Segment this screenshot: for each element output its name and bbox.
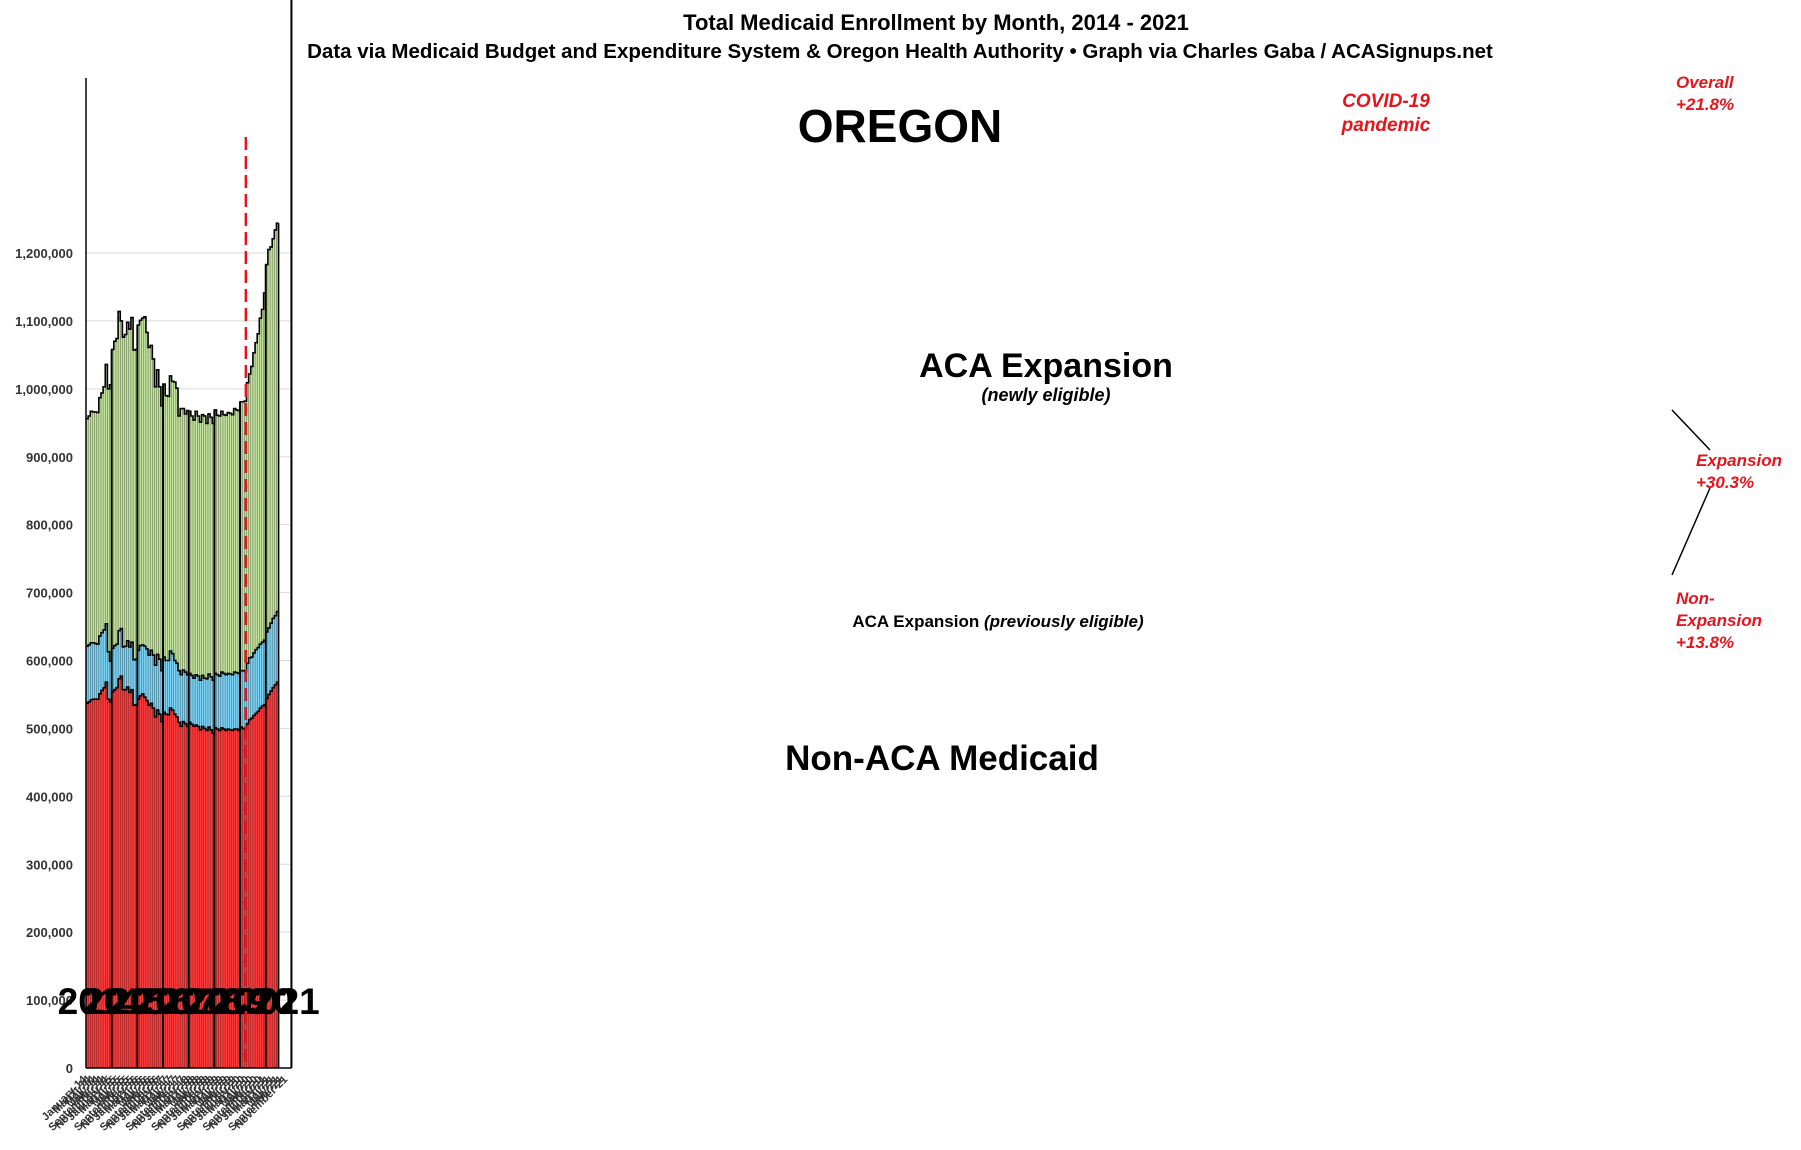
year-label-2021: 2021 bbox=[237, 981, 319, 1022]
label-newly-eligible-sub: (newly eligible) bbox=[981, 385, 1110, 405]
year-label-2017: 2017 bbox=[135, 981, 217, 1022]
year-divider-lines bbox=[110, 264, 267, 1068]
month-dividers bbox=[85, 222, 280, 1068]
year-label-2016: 2016 bbox=[109, 981, 191, 1022]
chart-title: Total Medicaid Enrollment by Month, 2014… bbox=[683, 10, 1189, 35]
label-non-aca: Non-ACA Medicaid bbox=[785, 739, 1099, 778]
y-tick-label-2: 200,000 bbox=[26, 925, 73, 940]
label-previously-eligible-prefix: ACA Expansion bbox=[852, 612, 979, 631]
covid-label-line1: COVID-19 bbox=[1342, 91, 1430, 112]
boundary-non-aca bbox=[86, 675, 279, 734]
y-tick-label-0: 0 bbox=[66, 1061, 73, 1076]
axes bbox=[85, 0, 293, 1069]
annotation-nonexp-line2: Expansion bbox=[1676, 611, 1762, 630]
state-label: OREGON bbox=[798, 100, 1002, 152]
y-tick-label-7: 700,000 bbox=[26, 586, 73, 601]
annotation-overall-line1: Overall bbox=[1676, 73, 1735, 92]
y-tick-label-12: 1,200,000 bbox=[15, 246, 73, 261]
expansion-bracket bbox=[1671, 409, 1711, 576]
x-tick-labels: January-14March-14May-14July-14September… bbox=[40, 1073, 291, 1134]
chart-subtitle: Data via Medicaid Budget and Expenditure… bbox=[307, 40, 1493, 63]
annotation-nonexp-line3: +13.8% bbox=[1676, 633, 1734, 652]
year-label-2014: 2014 bbox=[58, 981, 141, 1022]
annotation-nonexp-line1: Non- bbox=[1676, 589, 1715, 608]
y-tick-label-5: 500,000 bbox=[26, 721, 73, 736]
y-tick-label-8: 800,000 bbox=[26, 518, 73, 533]
annotation-overall-line2: +21.8% bbox=[1676, 95, 1734, 114]
y-tick-label-6: 600,000 bbox=[26, 654, 73, 669]
y-tick-label-11: 1,100,000 bbox=[15, 314, 73, 329]
annotation-expansion-line2: +30.3% bbox=[1696, 473, 1754, 492]
year-label-2018: 2018 bbox=[160, 981, 242, 1022]
y-tick-label-3: 300,000 bbox=[26, 857, 73, 872]
label-newly-eligible: ACA Expansion bbox=[919, 347, 1173, 385]
annotation-expansion-line1: Expansion bbox=[1696, 451, 1782, 470]
label-previously-eligible: ACA Expansion (previously eligible) bbox=[852, 612, 1144, 631]
covid-label-line2: pandemic bbox=[1341, 115, 1431, 136]
y-tick-labels: 0 100,000 200,000 300,000 400,000 500,000 600,… bbox=[15, 246, 73, 1076]
y-tick-label-4: 400,000 bbox=[26, 789, 73, 804]
y-tick-label-9: 900,000 bbox=[26, 450, 73, 465]
y-tick-label-10: 1,000,000 bbox=[15, 382, 73, 397]
year-label-2015: 2015 bbox=[83, 981, 165, 1022]
boundary-previously-eligible bbox=[86, 610, 279, 682]
year-label-2019: 2019 bbox=[186, 981, 268, 1022]
y-tick-label-1: 100,000 bbox=[26, 993, 73, 1008]
year-label-2020: 2020 bbox=[212, 981, 294, 1022]
label-previously-eligible-suffix: (previously eligible) bbox=[984, 612, 1144, 631]
